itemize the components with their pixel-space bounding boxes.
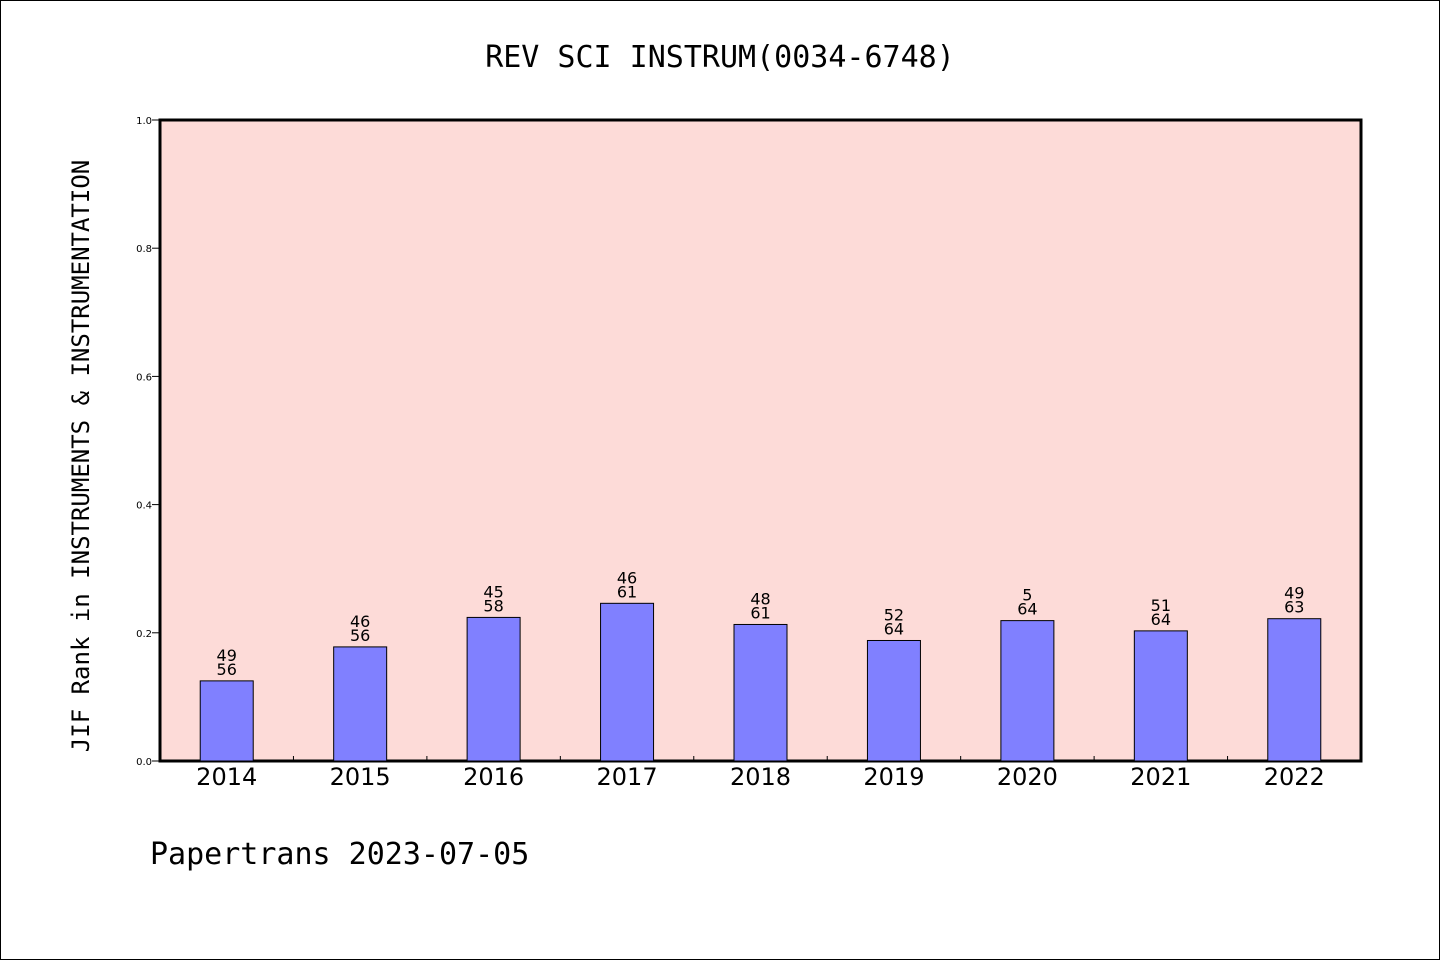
data-label-rank: 46: [350, 612, 370, 631]
data-label-total: 56: [350, 626, 370, 645]
y-tick-label: 0.0: [136, 757, 152, 768]
y-tick-label: 0.2: [136, 629, 152, 640]
x-tick-label: 2018: [730, 763, 791, 791]
y-tick-label: 1.0: [136, 116, 152, 127]
data-label-rank: 5: [1022, 586, 1032, 605]
bars: [199, 602, 1322, 762]
data-label-rank: 48: [750, 589, 770, 608]
data-label-total: 63: [1284, 598, 1304, 617]
y-tick-label: 0.8: [136, 244, 152, 255]
bar-2016: [466, 616, 521, 762]
data-label-total: 64: [1017, 600, 1037, 619]
bar-2018: [733, 623, 788, 762]
x-tick-label: 2016: [463, 763, 524, 791]
data-label-rank: 49: [217, 646, 237, 665]
data-label-total: 58: [483, 596, 503, 615]
data-label-rank: 46: [617, 568, 637, 587]
bar-2019: [866, 639, 921, 762]
bar-2017: [600, 602, 655, 762]
data-label-total: 64: [1151, 610, 1171, 629]
chart-title: REV SCI INSTRUM(0034-6748): [485, 40, 955, 75]
bar-2015: [333, 646, 388, 762]
x-tick-label: 2019: [863, 763, 924, 791]
data-label-total: 61: [750, 603, 770, 622]
data-label-rank: 52: [884, 605, 904, 624]
data-label-rank: 45: [483, 582, 503, 601]
data-label-rank: 51: [1151, 596, 1171, 615]
data-label-total: 56: [217, 660, 237, 679]
footer-date: Papertrans 2023-07-05: [150, 837, 529, 872]
data-label-total: 61: [617, 582, 637, 601]
y-axis: 0.0 0.2 0.4 0.6 0.8 1.0: [136, 116, 160, 768]
x-tick-label: 2021: [1130, 763, 1191, 791]
data-label-rank: 49: [1284, 584, 1304, 603]
y-tick-label: 0.4: [136, 501, 152, 512]
x-tick-label: 2017: [597, 763, 658, 791]
x-axis: 2014 2015 2016 2017 2018 2019 2020 2021 2022: [196, 756, 1325, 791]
x-tick-label: 2020: [997, 763, 1058, 791]
bar-2020: [1000, 620, 1055, 762]
data-label-total: 64: [884, 619, 904, 638]
y-axis-label: JIF Rank in INSTRUMENTS & INSTRUMENTATIO…: [67, 160, 95, 752]
x-tick-label: 2022: [1264, 763, 1325, 791]
x-tick-label: 2015: [330, 763, 391, 791]
bar-2014: [199, 680, 254, 762]
x-tick-label: 2014: [196, 763, 257, 791]
bar-2021: [1133, 630, 1188, 762]
bar-2022: [1267, 618, 1322, 762]
y-tick-label: 0.6: [136, 372, 152, 383]
